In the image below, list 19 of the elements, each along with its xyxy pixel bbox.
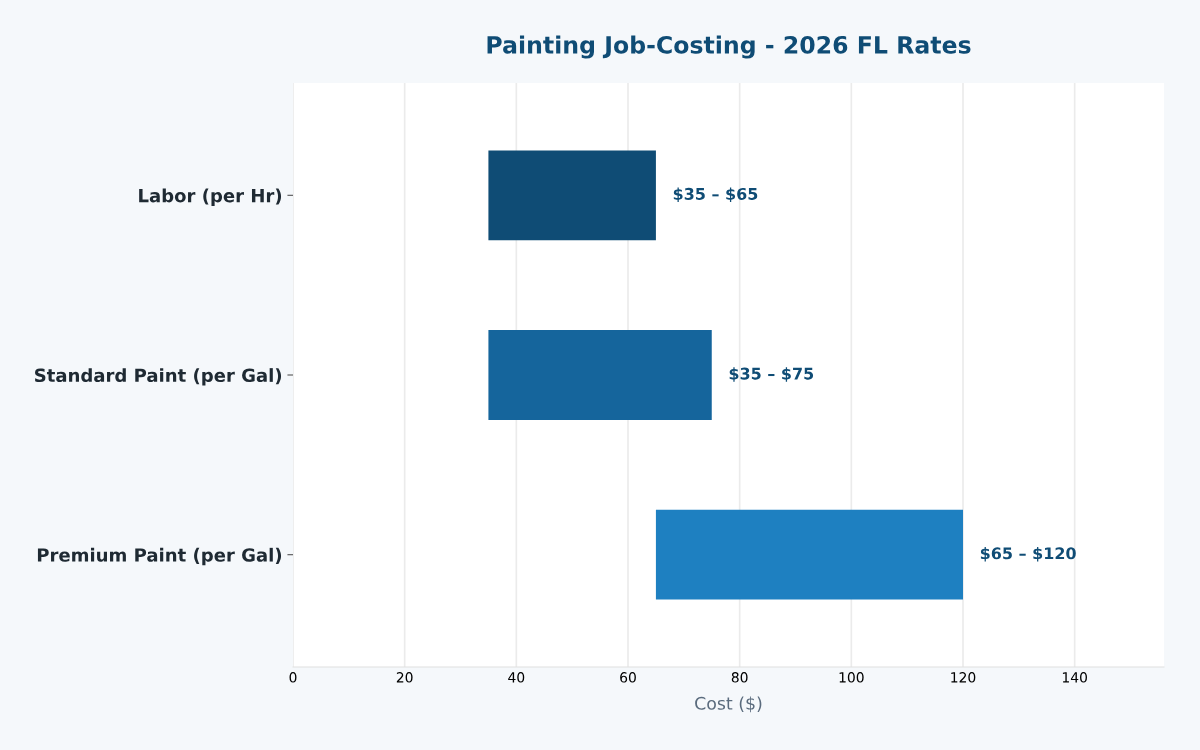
x-tick-label: 100: [839, 672, 864, 683]
annotation: $35 – $65: [673, 187, 758, 203]
x-tick-label: 140: [1062, 672, 1087, 683]
x-axis-title: Cost ($): [695, 696, 762, 713]
bar: [488, 150, 656, 241]
x-tick-label: 0: [289, 672, 297, 683]
x-tick-label: 60: [620, 672, 636, 683]
bar: [488, 330, 712, 420]
x-tick-label: 80: [731, 672, 748, 683]
annotation: $35 – $75: [729, 367, 814, 382]
annotation: $65 – $120: [980, 546, 1076, 562]
y-tick-label: Standard Paint (per Gal): [35, 368, 282, 386]
x-tick-label: 20: [396, 672, 413, 683]
y-tick-label: Labor (per Hr): [139, 188, 282, 206]
y-tick-label: Premium Paint (per Gal): [37, 547, 282, 566]
chart-title: Painting Job-Costing - 2026 FL Rates: [487, 35, 971, 59]
bar: [655, 509, 963, 600]
x-tick-label: 40: [508, 672, 525, 683]
x-tick-label: 120: [951, 672, 976, 683]
